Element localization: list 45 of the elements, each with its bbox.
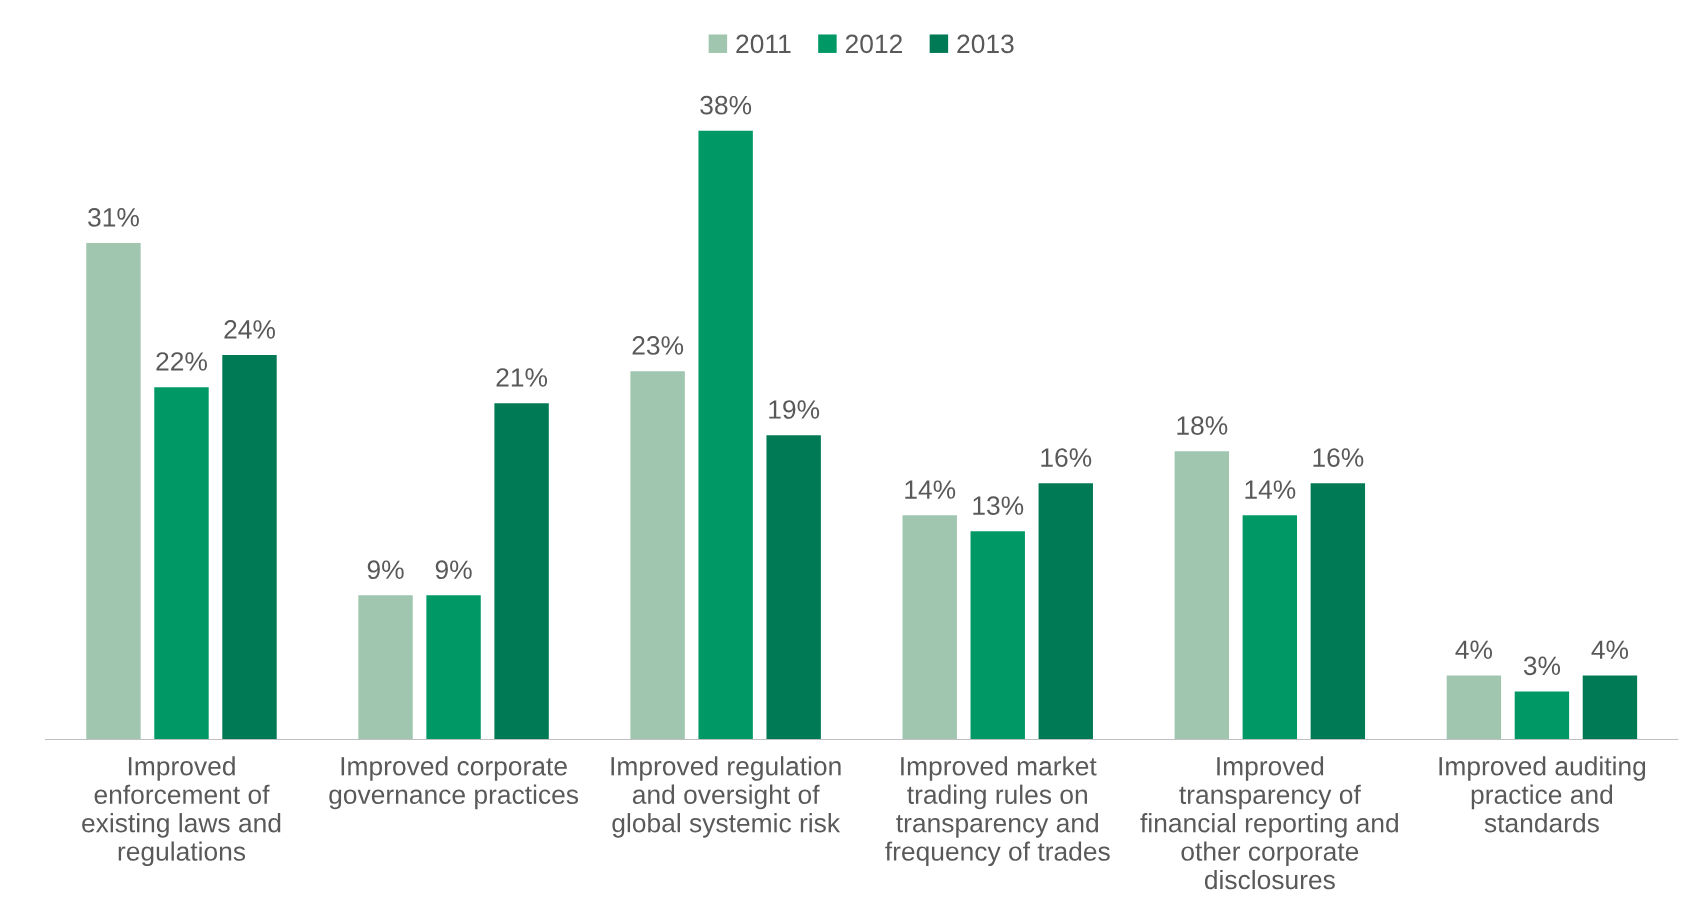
data-label: 16% xyxy=(1041,448,1092,467)
x-tick-label: Improved regulation and oversight of global systemic risk xyxy=(611,756,841,838)
data-label: 9% xyxy=(435,560,472,580)
data-label: 14% xyxy=(905,480,956,499)
bar xyxy=(1174,451,1230,740)
bar xyxy=(494,403,549,740)
bar xyxy=(1514,691,1570,740)
legend-label: 2011 xyxy=(736,34,791,54)
bar xyxy=(222,355,277,740)
bar xyxy=(766,435,821,740)
bar xyxy=(1446,675,1502,740)
bar xyxy=(1038,483,1093,740)
x-tick-label: Improved auditing practice and standards xyxy=(1439,756,1646,833)
data-label: 9% xyxy=(367,560,404,580)
data-label: 4% xyxy=(1455,640,1493,660)
bar xyxy=(154,387,209,740)
bar xyxy=(426,595,481,740)
x-tick-label: Improved transparency of financial reporting and other corporate disclosures xyxy=(1140,756,1398,890)
bar xyxy=(630,371,685,740)
bar xyxy=(1582,675,1638,740)
data-label: 22% xyxy=(156,352,207,371)
data-label: 14% xyxy=(1245,480,1296,499)
data-label: 16% xyxy=(1313,448,1364,467)
bar xyxy=(698,130,753,740)
x-tick-label: Improved market trading rules on transparency and frequency of trades xyxy=(885,756,1110,867)
bar xyxy=(358,595,413,740)
legend-label: 2012 xyxy=(845,34,902,54)
data-label: 18% xyxy=(1177,416,1228,435)
bar xyxy=(902,515,957,740)
data-label: 23% xyxy=(632,336,684,355)
data-label: 3% xyxy=(1523,656,1561,676)
legend-label: 2013 xyxy=(957,34,1014,54)
bar xyxy=(1310,483,1366,740)
data-label: 13% xyxy=(973,496,1024,515)
x-tick-label: Improved enforcement of existing laws and regulations xyxy=(82,756,281,867)
data-label: 21% xyxy=(496,368,548,387)
data-label: 19% xyxy=(769,400,820,419)
bar xyxy=(970,531,1025,740)
bar xyxy=(1242,515,1298,740)
data-label: 31% xyxy=(88,207,139,227)
data-label: 38% xyxy=(700,95,752,115)
bar xyxy=(86,242,141,740)
x-tick-label: Improved corporate governance practices xyxy=(329,756,579,810)
data-label: 24% xyxy=(224,320,275,339)
data-label: 4% xyxy=(1591,640,1629,660)
